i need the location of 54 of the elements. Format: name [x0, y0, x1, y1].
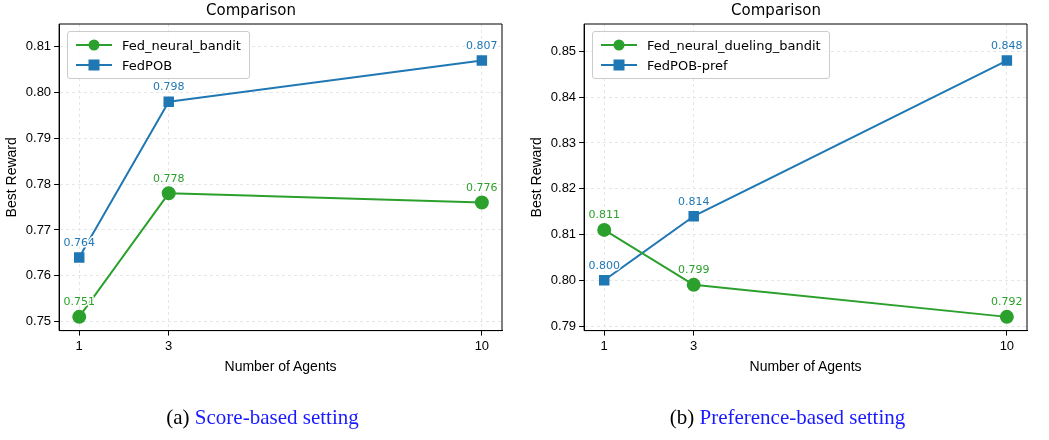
y-tick-label: 0.85: [550, 43, 577, 59]
y-tick-label: 0.81: [550, 226, 577, 242]
x-tick-label: 3: [690, 337, 698, 353]
point: [597, 222, 612, 237]
data-label: 0.798: [152, 80, 185, 94]
data-label: 0.807: [466, 38, 498, 52]
data-label: 0.778: [152, 171, 185, 185]
legend-label: FedPOB-pref: [647, 57, 728, 73]
data-label: 0.792: [991, 295, 1023, 309]
data-label: 0.848: [991, 38, 1023, 52]
y-tick-label: 0.77: [25, 221, 52, 237]
y-tick-label: 0.83: [550, 134, 577, 150]
x-axis-title: Number of Agents: [224, 358, 337, 375]
point: [73, 252, 85, 263]
point: [163, 96, 174, 108]
point: [598, 275, 610, 286]
data-label: 0.799: [677, 263, 710, 277]
point: [688, 210, 699, 222]
y-tick-label: 0.80: [550, 271, 577, 287]
y-tick-label: 0.81: [25, 38, 52, 54]
x-tick-label: 10: [474, 337, 490, 353]
x-tick-label: 3: [165, 337, 173, 353]
point: [999, 309, 1014, 324]
point: [474, 195, 489, 210]
x-tick-label: 10: [999, 337, 1015, 353]
point: [686, 277, 701, 292]
legend-label: Fed_neural_dueling_bandit: [647, 37, 821, 53]
legend-label: FedPOB: [122, 57, 173, 73]
legend-label: Fed_neural_bandit: [122, 37, 241, 53]
point: [72, 309, 87, 324]
y-tick-label: 0.82: [550, 180, 577, 196]
data-label: 0.800: [588, 258, 620, 272]
y-tick-label: 0.84: [550, 88, 577, 104]
data-label: 0.814: [677, 194, 710, 208]
text: (b) Preference-based setting: [669, 405, 906, 429]
y-axis-title: Best Reward: [3, 137, 20, 218]
x-tick-label: 1: [75, 337, 83, 353]
y-tick-label: 0.80: [25, 84, 52, 100]
point: [1001, 55, 1013, 66]
y-tick-label: 0.79: [25, 129, 52, 145]
text: (a) Score-based setting: [166, 405, 359, 429]
point: [161, 186, 176, 201]
chart-title: Comparison: [731, 0, 821, 19]
x-axis-title: Number of Agents: [749, 358, 862, 375]
y-axis-title: Best Reward: [528, 137, 545, 218]
chart-title: Comparison: [206, 0, 296, 19]
data-label: 0.776: [466, 180, 498, 194]
y-tick-label: 0.78: [25, 175, 52, 191]
point: [476, 55, 488, 66]
data-label: 0.811: [588, 208, 620, 222]
x-tick-label: 1: [600, 337, 608, 353]
y-tick-label: 0.79: [550, 317, 577, 333]
y-tick-label: 0.75: [25, 313, 52, 329]
y-tick-label: 0.76: [25, 267, 52, 283]
